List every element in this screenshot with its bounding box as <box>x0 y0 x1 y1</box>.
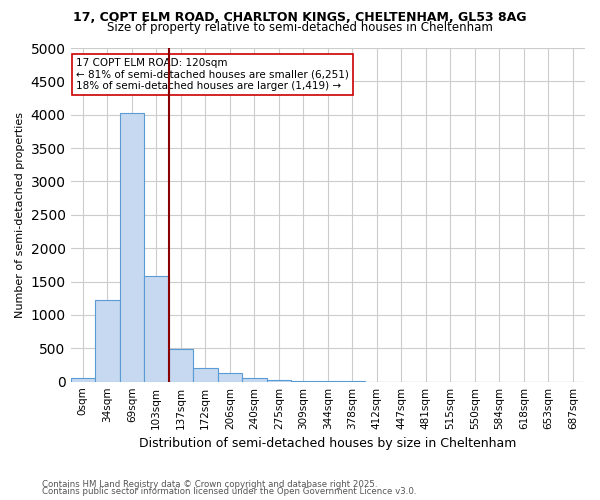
Text: Size of property relative to semi-detached houses in Cheltenham: Size of property relative to semi-detach… <box>107 21 493 34</box>
Bar <box>144 276 169 382</box>
Bar <box>119 114 144 382</box>
Bar <box>95 300 119 382</box>
Bar <box>193 368 218 382</box>
Bar <box>266 380 291 382</box>
Text: 17 COPT ELM ROAD: 120sqm
← 81% of semi-detached houses are smaller (6,251)
18% o: 17 COPT ELM ROAD: 120sqm ← 81% of semi-d… <box>76 58 349 91</box>
Text: Contains public sector information licensed under the Open Government Licence v3: Contains public sector information licen… <box>42 487 416 496</box>
Bar <box>242 378 266 382</box>
Text: Contains HM Land Registry data © Crown copyright and database right 2025.: Contains HM Land Registry data © Crown c… <box>42 480 377 489</box>
Y-axis label: Number of semi-detached properties: Number of semi-detached properties <box>15 112 25 318</box>
Bar <box>169 349 193 382</box>
Bar <box>71 378 95 382</box>
Bar <box>218 373 242 382</box>
X-axis label: Distribution of semi-detached houses by size in Cheltenham: Distribution of semi-detached houses by … <box>139 437 517 450</box>
Text: 17, COPT ELM ROAD, CHARLTON KINGS, CHELTENHAM, GL53 8AG: 17, COPT ELM ROAD, CHARLTON KINGS, CHELT… <box>73 11 527 24</box>
Bar <box>291 380 316 382</box>
